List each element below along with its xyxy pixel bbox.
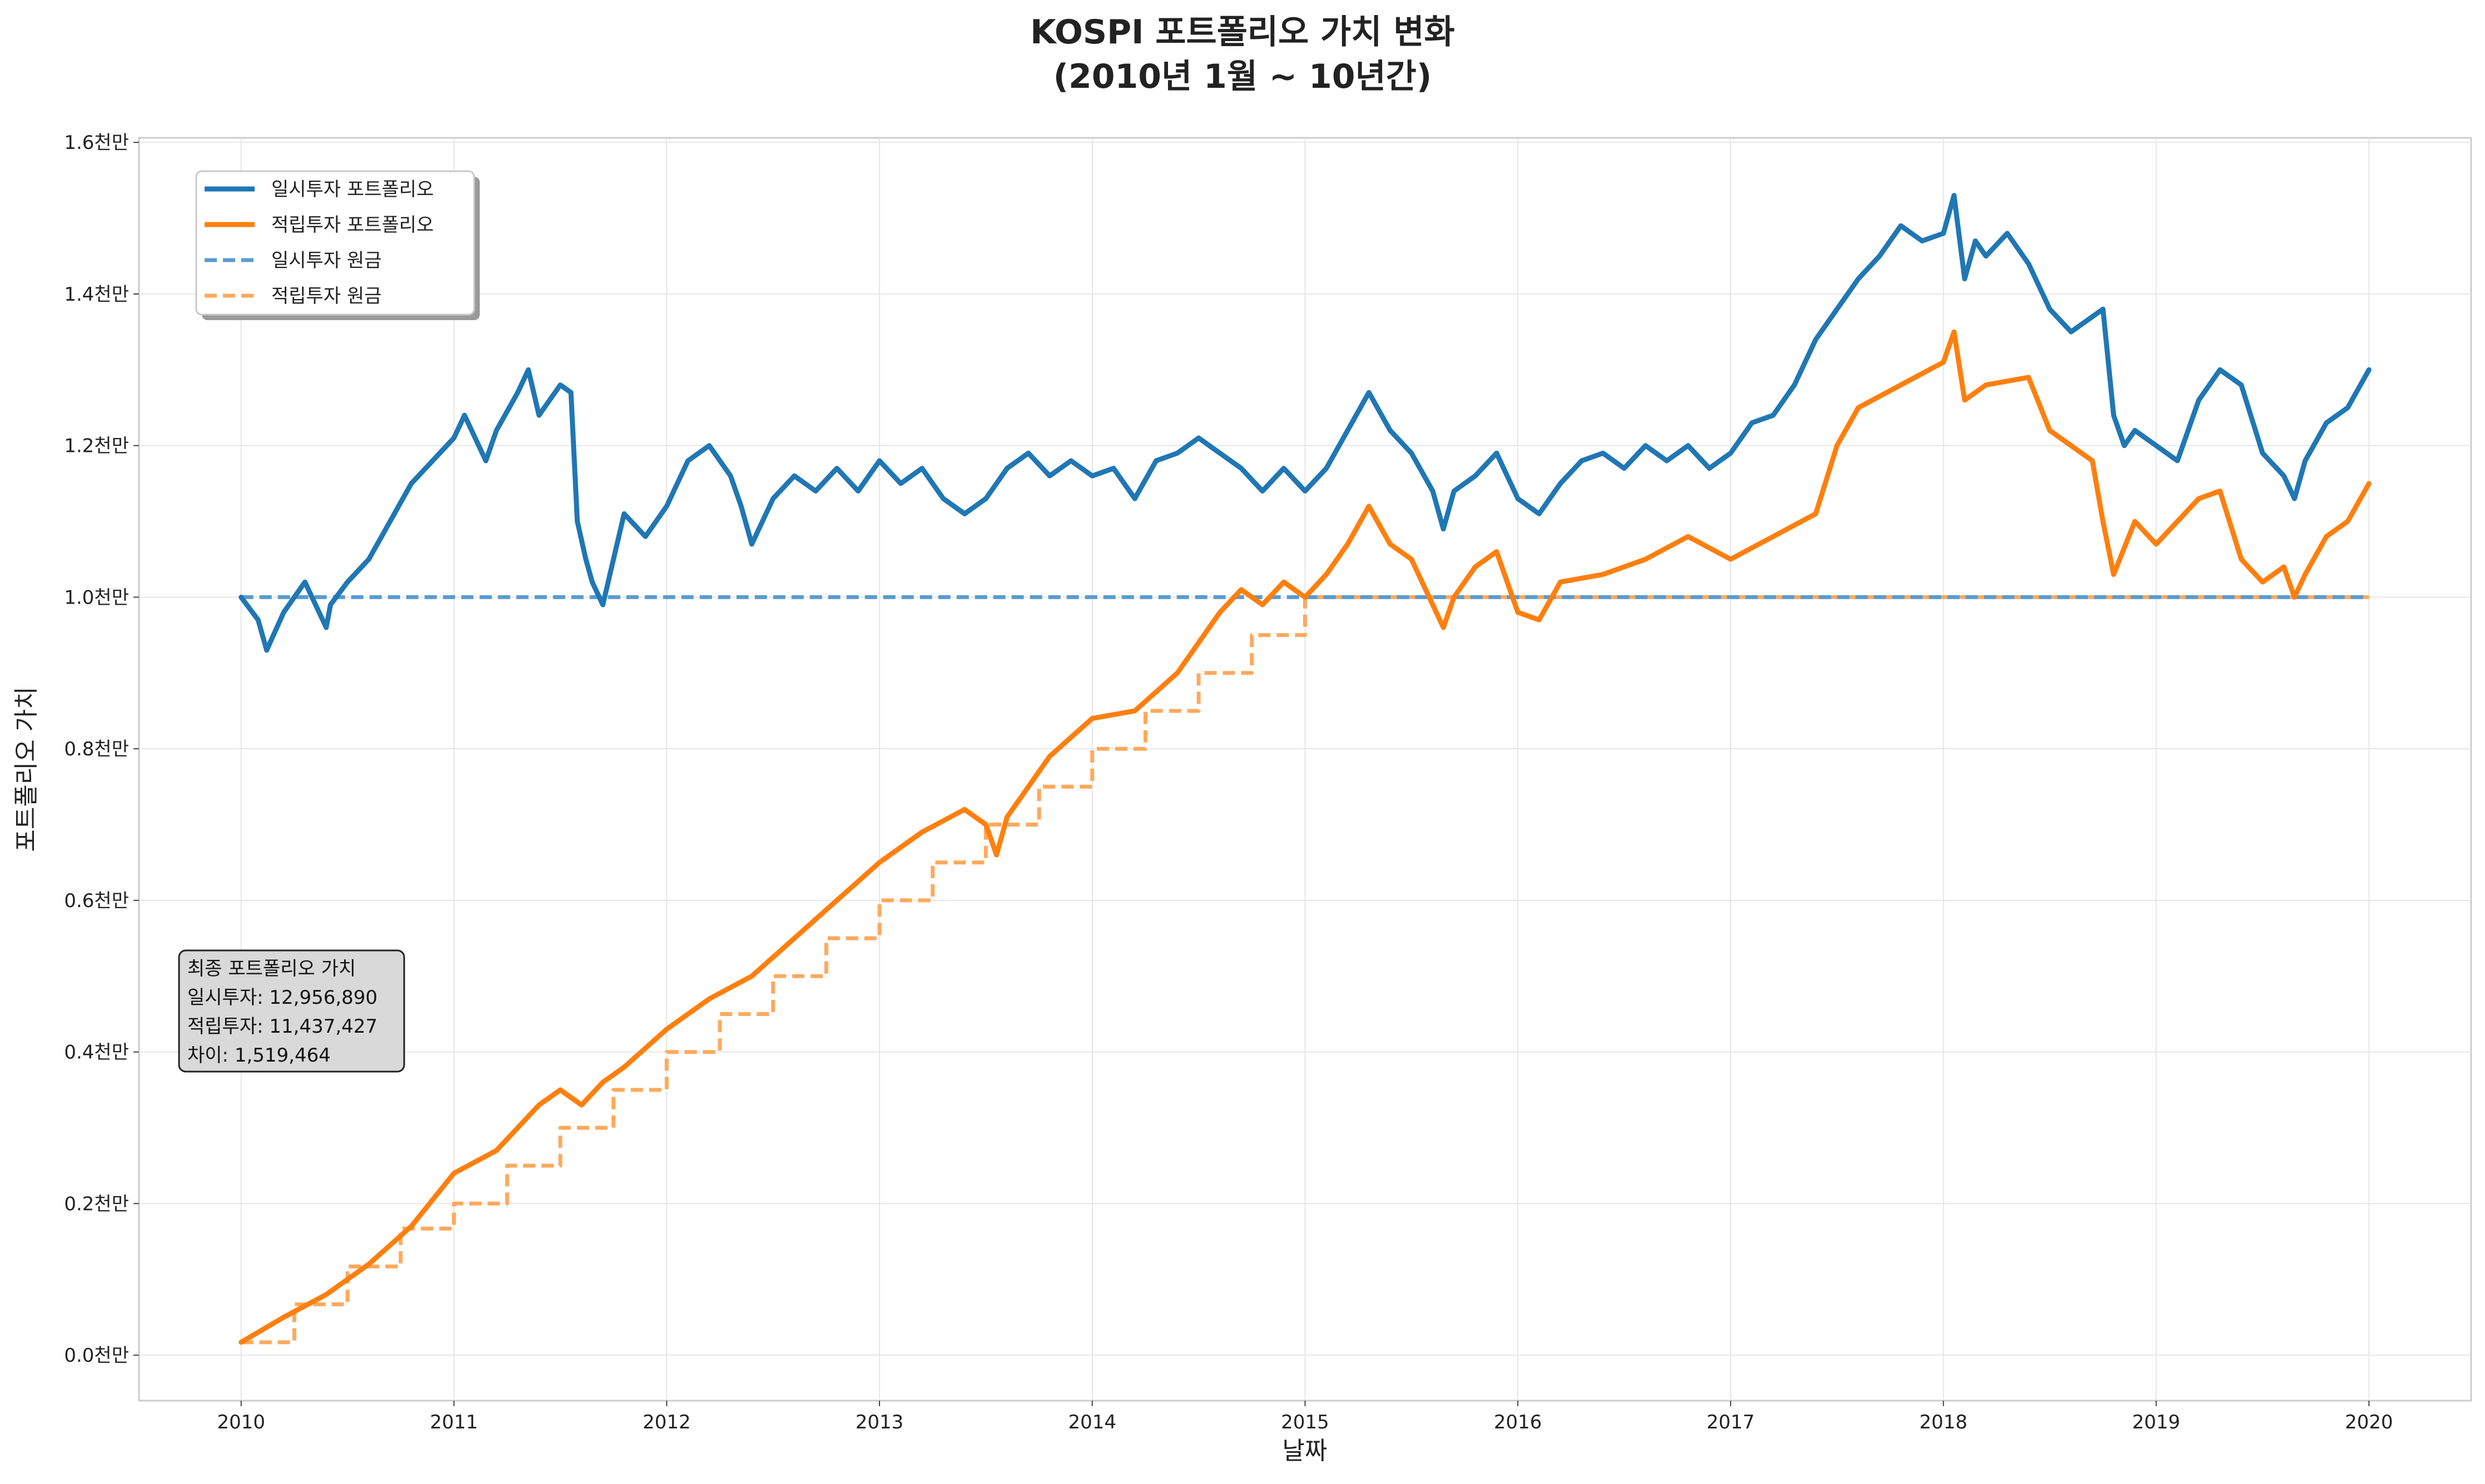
x-tick-label: 2017 — [1707, 1411, 1755, 1433]
x-tick-label: 2011 — [430, 1411, 478, 1433]
summary-lump-sum: 일시투자: 12,956,890 — [187, 987, 377, 1009]
chart-title-line1: KOSPI 포트폴리오 가치 변화 — [1030, 13, 1455, 52]
x-tick-label: 2016 — [1494, 1411, 1542, 1433]
y-tick-label: 1.6천만 — [64, 132, 129, 154]
x-axis-ticks: 2010 2011 2012 2013 2014 2015 2016 2017 2018 2019… — [217, 1401, 2393, 1433]
legend-label-lump-sum: 일시투자 포트폴리오 — [271, 178, 434, 201]
x-tick-label: 2015 — [1281, 1411, 1329, 1433]
y-tick-label: 0.0천만 — [64, 1344, 129, 1367]
summary-dca: 적립투자: 11,437,427 — [187, 1015, 377, 1038]
y-tick-label: 0.4천만 — [64, 1042, 129, 1064]
y-tick-label: 1.4천만 — [64, 283, 129, 306]
legend-label-dca-principal: 적립투자 원금 — [271, 285, 382, 307]
y-axis-ticks: 0.0천만 0.2천만 0.4천만 0.6천만 0.8천만 1.0천만 1.2천만 1.4천만… — [64, 132, 139, 1367]
x-tick-label: 2010 — [217, 1411, 265, 1433]
y-tick-label: 0.8천만 — [64, 738, 129, 760]
chart-title: KOSPI 포트폴리오 가치 변화 (2010년 1월 ~ 10년간) — [1030, 13, 1455, 96]
summary-title: 최종 포트폴리오 가치 — [187, 958, 356, 980]
x-tick-label: 2019 — [2132, 1411, 2180, 1433]
legend-label-dca: 적립투자 포트폴리오 — [271, 214, 434, 236]
x-axis-label: 날짜 — [1283, 1437, 1328, 1465]
x-tick-label: 2018 — [1920, 1411, 1968, 1433]
legend-label-lump-sum-principal: 일시투자 원금 — [271, 250, 382, 272]
x-tick-label: 2012 — [643, 1411, 691, 1433]
y-axis-label: 포트폴리오 가치 — [12, 686, 41, 851]
x-tick-label: 2020 — [2345, 1411, 2393, 1433]
summary-box: 최종 포트폴리오 가치 일시투자: 12,956,890 적립투자: 11,43… — [179, 950, 404, 1072]
summary-difference: 차이: 1,519,464 — [187, 1044, 331, 1067]
y-tick-label: 1.0천만 — [64, 586, 129, 609]
chart-title-line2: (2010년 1월 ~ 10년간) — [1053, 57, 1432, 96]
y-tick-label: 0.6천만 — [64, 890, 129, 912]
x-tick-label: 2014 — [1068, 1411, 1116, 1433]
x-tick-label: 2013 — [856, 1411, 904, 1433]
legend: 일시투자 포트폴리오 적립투자 포트폴리오 일시투자 원금 적립투자 원금 — [196, 171, 480, 320]
y-tick-label: 1.2천만 — [64, 435, 129, 457]
y-tick-label: 0.2천만 — [64, 1193, 129, 1215]
